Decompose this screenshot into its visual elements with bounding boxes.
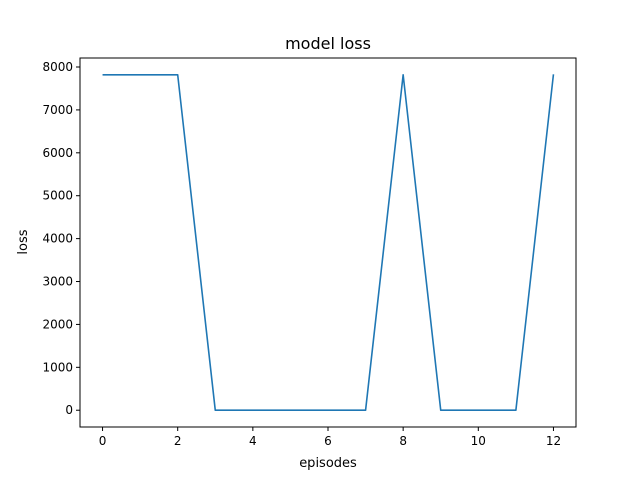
y-tick-label: 0 [65,403,73,417]
axes-frame [79,57,577,428]
x-axis-label: episodes [299,456,357,471]
x-tick-label: 6 [324,434,332,448]
loss-series-line [102,74,555,412]
x-tick-label: 0 [99,434,107,448]
y-tick-label: 8000 [42,60,73,74]
x-tick-label: 12 [546,434,561,448]
x-tick-label: 8 [399,434,407,448]
chart-title: model loss [285,34,371,53]
y-tick-label: 7000 [42,103,73,117]
y-tick-label: 1000 [42,360,73,374]
y-tick-label: 5000 [42,189,73,203]
y-axis-label: loss [16,229,31,254]
y-tick-label: 4000 [42,232,73,246]
x-tick-label: 10 [471,434,486,448]
plot-area: 0 2 4 6 8 10 12 0 1000 2000 3000 4000 5000 6000 7000 80… [42,60,561,448]
y-tick-label: 2000 [42,317,73,331]
y-tick-label: 6000 [42,146,73,160]
y-tick-label: 3000 [42,275,73,289]
x-tick-label: 4 [249,434,257,448]
x-tick-label: 2 [174,434,182,448]
